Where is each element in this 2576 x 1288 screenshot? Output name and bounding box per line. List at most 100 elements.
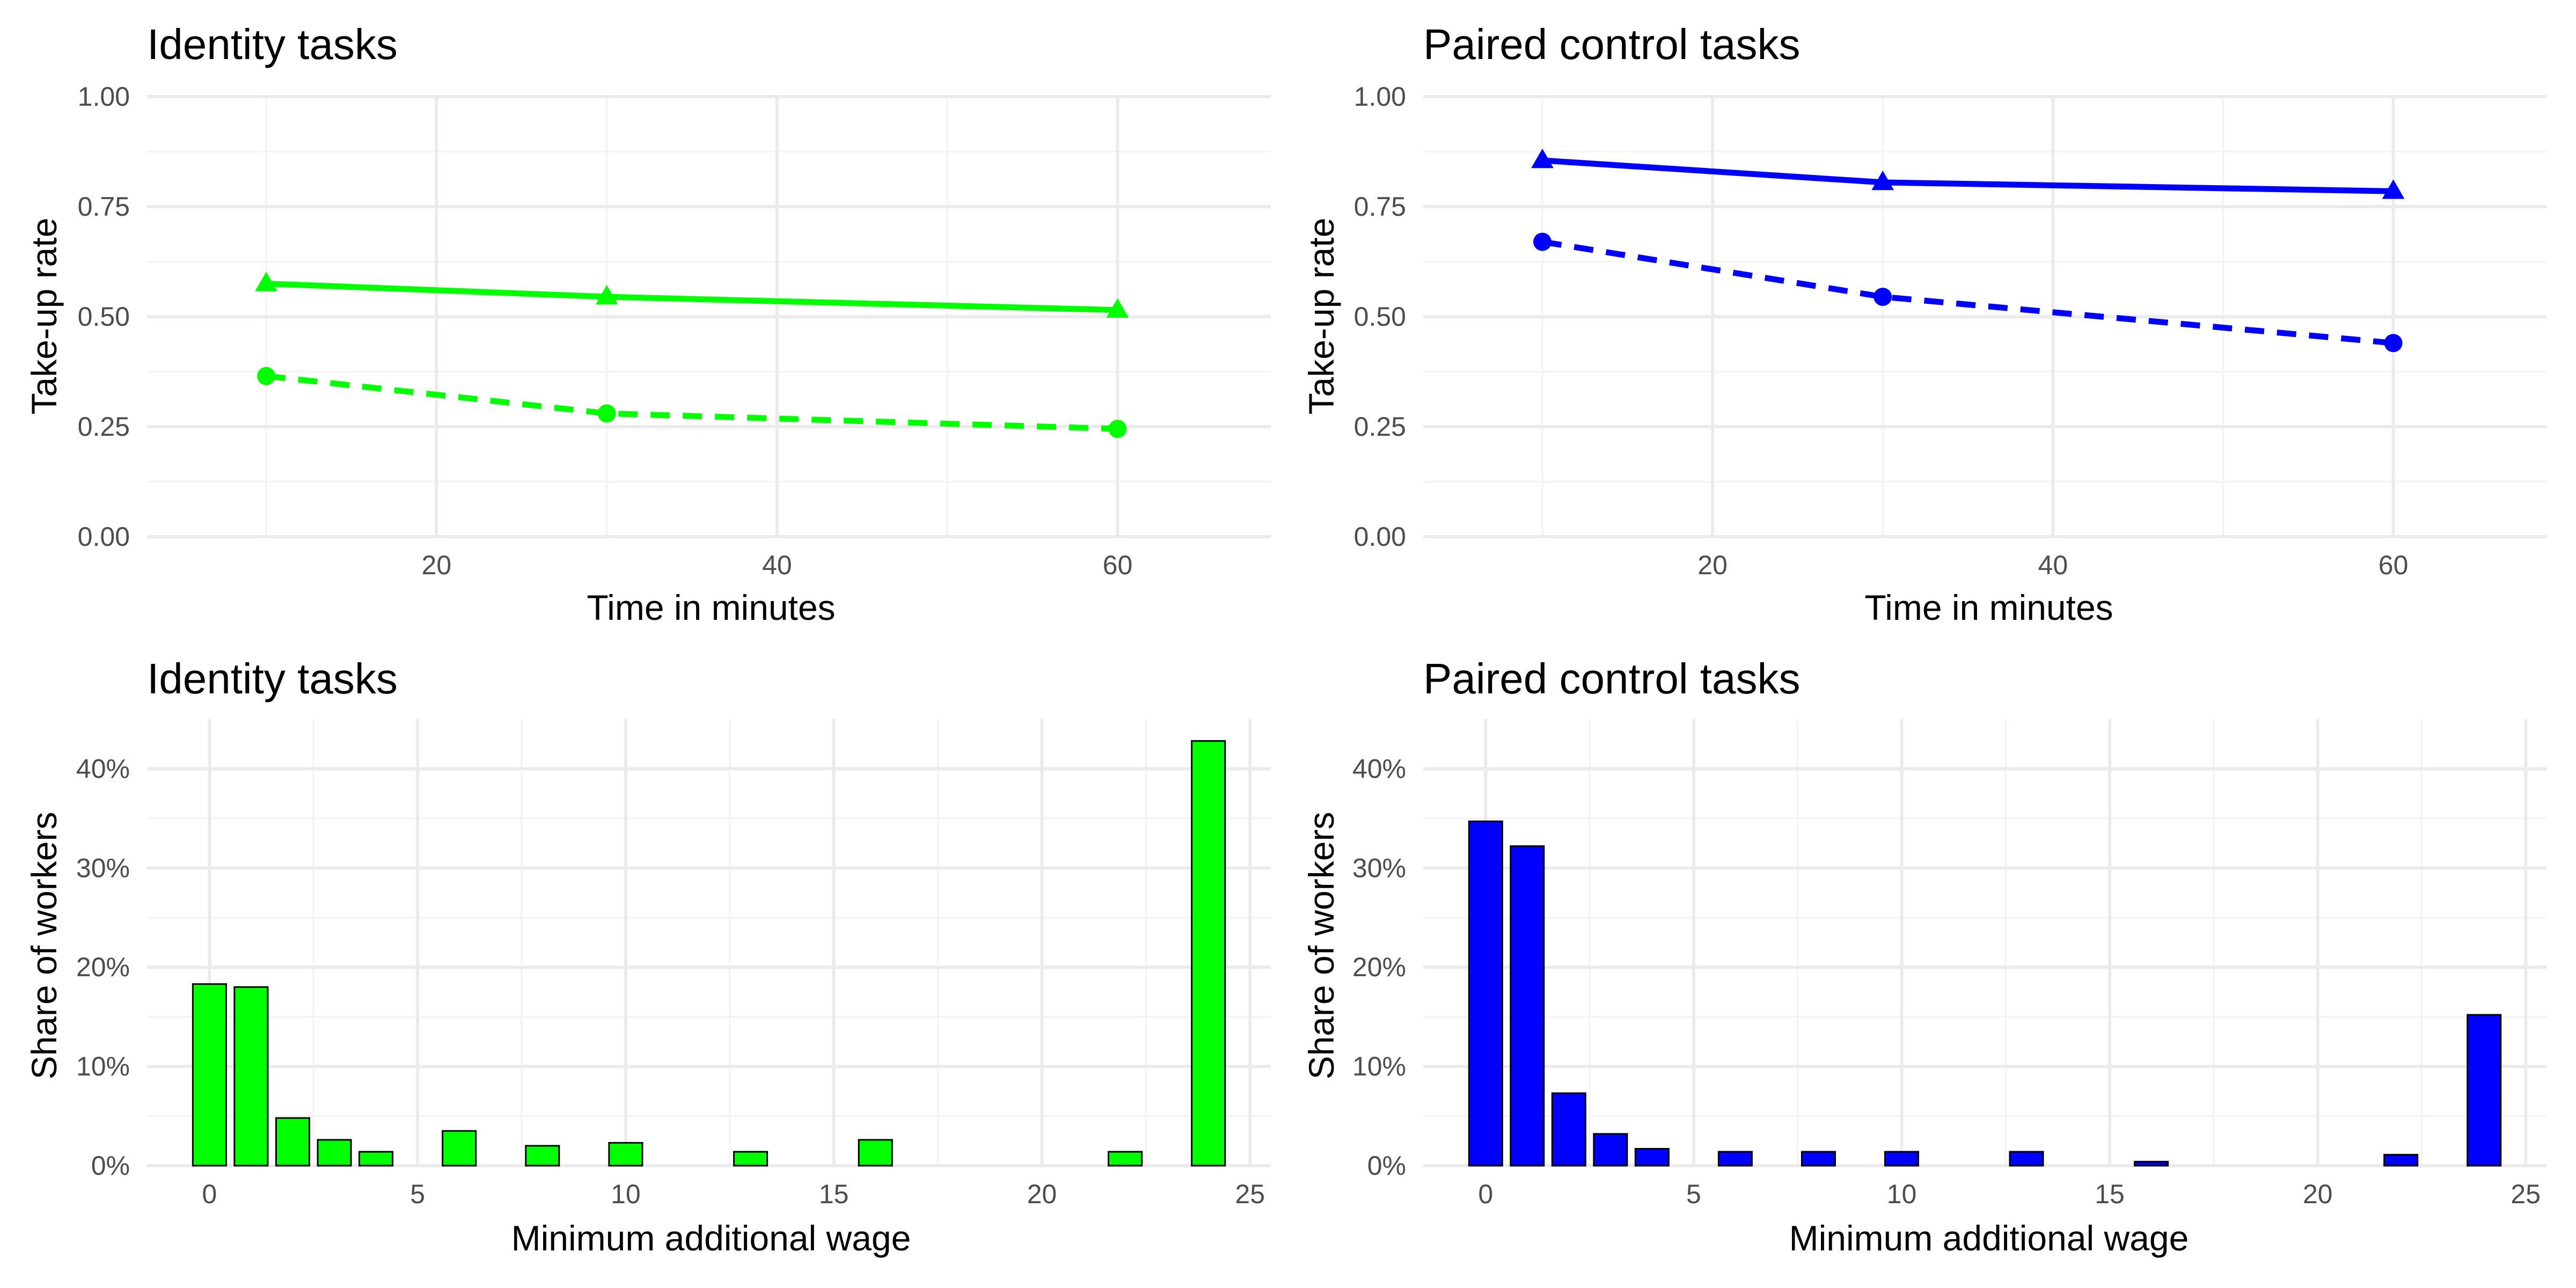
y-tick-label: 1.00 (78, 82, 130, 112)
x-tick-label: 25 (1235, 1179, 1265, 1209)
bar (1593, 1133, 1628, 1167)
bar (1191, 740, 1226, 1167)
marks (1531, 148, 2405, 353)
x-tick-label: 0 (1478, 1179, 1493, 1209)
tick-labels: 0 5 10 15 20 25 0% 10% 20% 30% 40% (1352, 753, 2541, 1209)
x-tick-label: 0 (202, 1179, 217, 1209)
y-tick-label: 30% (1352, 853, 1406, 883)
bar (1801, 1151, 1836, 1167)
panel-title: Identity tasks (147, 20, 398, 68)
y-tick-label: 0.00 (78, 522, 130, 552)
bar (525, 1145, 560, 1167)
triangle-point (1106, 298, 1129, 318)
y-tick-label: 0% (1367, 1151, 1406, 1181)
y-tick-label: 40% (76, 753, 130, 784)
x-tick-label: 20 (1027, 1179, 1057, 1209)
panel-title: Identity tasks (147, 655, 398, 702)
x-tick-label: 60 (1103, 550, 1133, 580)
circle-point (1874, 288, 1892, 306)
x-tick-label: 40 (762, 550, 792, 580)
circle-point (257, 367, 276, 385)
y-tick-label: 0.00 (1354, 522, 1406, 552)
marks (255, 272, 1129, 438)
tick-labels: 20 40 60 0.00 0.25 0.50 0.75 1.00 (78, 82, 1133, 580)
x-tick-label: 5 (1686, 1179, 1701, 1209)
bar (1634, 1148, 1670, 1167)
panel-identity-wage: Identity tasks 0 5 10 15 20 250%10%20%30%40% … (24, 655, 1271, 1258)
circle-point (1108, 420, 1127, 438)
panel-identity-takeup: Identity tasks 20 40 60 0.00 0.25 0.50 0.75 1.0… (24, 20, 1271, 627)
bar (733, 1151, 769, 1167)
circle-point (2384, 334, 2403, 353)
bar (2009, 1151, 2044, 1167)
x-tick-label: 60 (2379, 550, 2409, 580)
y-tick-label: 10% (76, 1051, 130, 1081)
x-tick-label: 10 (611, 1179, 641, 1209)
marks (1468, 820, 2502, 1167)
panel-title: Paired control tasks (1423, 655, 1801, 702)
bar (358, 1151, 394, 1167)
y-tick-label: 1.00 (1354, 82, 1406, 112)
bar (275, 1117, 310, 1167)
y-tick-label: 10% (1352, 1051, 1406, 1081)
grid (1423, 95, 2546, 538)
x-axis-title: Minimum additional wage (1789, 1218, 2189, 1258)
grid (147, 719, 1271, 1167)
y-tick-label: 0.50 (78, 302, 130, 332)
bar (2134, 1161, 2169, 1167)
y-tick-label: 0.75 (78, 192, 130, 222)
y-tick-label: 20% (1352, 952, 1406, 982)
y-tick-label: 30% (76, 853, 130, 883)
series-line-dashed (266, 373, 1118, 432)
series-line-solid (266, 281, 1118, 313)
bar (317, 1139, 352, 1167)
panel-control-wage: Paired control tasks 0 5 10 15 20 25 0% 10% 20% 3… (1301, 655, 2546, 1258)
bar (1468, 820, 1503, 1167)
y-tick-label: 0.75 (1354, 192, 1406, 222)
bar (442, 1130, 477, 1167)
panel-title: Paired control tasks (1423, 20, 1801, 68)
bar (1551, 1092, 1586, 1167)
y-tick-label: 0.25 (1354, 412, 1406, 442)
bar (1884, 1151, 1919, 1167)
y-tick-label: 0% (91, 1151, 130, 1181)
triangle-point (255, 272, 277, 291)
x-tick-label: 20 (422, 550, 452, 580)
y-axis-title: Share of workers (1301, 812, 1341, 1080)
y-tick-label: 20% (76, 952, 130, 982)
x-tick-label: 40 (2038, 550, 2068, 580)
grid (147, 95, 1271, 538)
y-axis-title: Share of workers (24, 812, 64, 1080)
circle-point (1533, 232, 1552, 251)
bar (1717, 1151, 1753, 1167)
y-axis-title: Take-up rate (24, 218, 64, 415)
circle-point (597, 404, 616, 423)
x-tick-label: 15 (819, 1179, 849, 1209)
bar (858, 1139, 893, 1167)
x-axis-title: Time in minutes (1864, 588, 2113, 627)
triangle-point (1871, 170, 1894, 191)
x-tick-label: 10 (1887, 1179, 1917, 1209)
x-axis-title: Time in minutes (587, 588, 835, 627)
x-axis-title: Minimum additional wage (511, 1218, 911, 1258)
x-tick-label: 20 (1697, 550, 1728, 580)
tick-labels: 20 40 60 0.00 0.25 0.50 0.75 1.00 (1354, 82, 2409, 580)
bar (1108, 1151, 1143, 1167)
grid (1423, 719, 2546, 1167)
panel-control-takeup: Paired control tasks 20 40 60 0.00 0.25 0.50 0… (1301, 20, 2546, 627)
triangle-point (1531, 148, 1554, 169)
triangle-point (595, 285, 618, 305)
x-tick-label: 20 (2303, 1179, 2333, 1209)
bar (233, 986, 269, 1167)
marks (192, 740, 1226, 1167)
bar (608, 1141, 643, 1167)
x-tick-label: 25 (2511, 1179, 2541, 1209)
bar (2467, 1014, 2502, 1167)
x-tick-label: 5 (410, 1179, 425, 1209)
triangle-point (2382, 179, 2405, 199)
y-tick-label: 0.25 (78, 412, 130, 442)
y-axis-title: Take-up rate (1301, 218, 1341, 415)
bar (2383, 1154, 2419, 1167)
series-line-dashed (1542, 239, 2394, 346)
